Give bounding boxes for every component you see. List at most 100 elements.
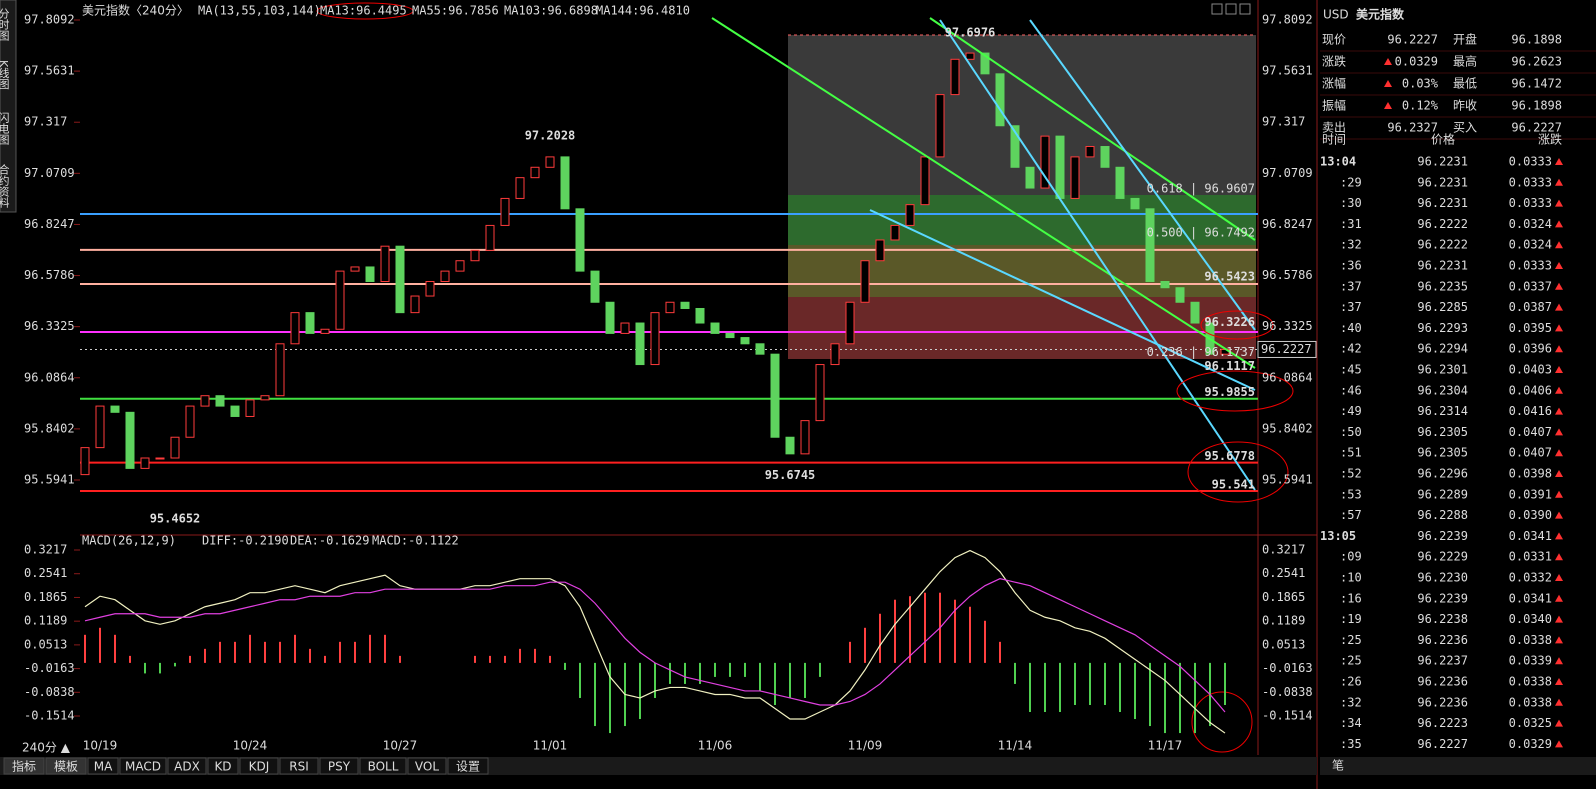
candle: [620, 322, 630, 334]
side-tab[interactable]: 闪电图: [0, 111, 10, 146]
highlight: [1200, 310, 1274, 340]
highlight: [316, 2, 414, 20]
candle: [590, 270, 600, 303]
tick-price: 96.2304: [1417, 383, 1468, 397]
corner-tab[interactable]: 笔: [1332, 758, 1344, 773]
candle: [1085, 146, 1095, 158]
tab[interactable]: [279, 757, 319, 775]
up-arrow: [1555, 407, 1563, 415]
tab[interactable]: [167, 757, 207, 775]
macd-tick-label: 0.0513: [1262, 637, 1305, 651]
tab[interactable]: [319, 757, 359, 775]
candle: [335, 270, 345, 330]
tick-time: :35: [1340, 737, 1362, 751]
y-tick-label: 97.5631: [1262, 64, 1313, 78]
candle: [680, 301, 690, 309]
candle: [545, 156, 555, 168]
tick-price: 96.2231: [1417, 196, 1468, 210]
window-button[interactable]: [1211, 3, 1223, 15]
up-arrow: [1555, 511, 1563, 519]
macd-tick-label: -0.0163: [24, 661, 75, 675]
candle: [830, 343, 840, 366]
candle: [1130, 197, 1140, 210]
side-tab[interactable]: K线图: [0, 60, 10, 90]
tab[interactable]: [87, 757, 119, 775]
tab-label[interactable]: 设置: [456, 760, 480, 774]
tick-price: 96.2236: [1417, 633, 1468, 647]
tick-time: :25: [1340, 633, 1362, 647]
tick-time: :37: [1340, 279, 1362, 293]
candle: [215, 395, 225, 407]
candle: [800, 420, 810, 455]
candle: [995, 73, 1005, 127]
tab-label[interactable]: BOLL: [368, 760, 399, 774]
y-tick-label: 95.5941: [24, 472, 75, 486]
tick-change: 0.0407: [1509, 425, 1552, 439]
up-arrow: [1555, 657, 1563, 665]
tick-change: 0.0387: [1509, 300, 1552, 314]
tick-change: 0.0333: [1509, 155, 1552, 169]
tab[interactable]: [359, 757, 407, 775]
candle: [1070, 156, 1080, 199]
tab-label[interactable]: KD: [214, 760, 231, 774]
macd-tick-label: 0.1865: [1262, 590, 1305, 604]
tab-label[interactable]: MACD: [125, 760, 161, 774]
macd-value: MACD:-0.1122: [372, 534, 459, 548]
period-button[interactable]: 240分 ▲: [22, 741, 71, 755]
macd-tick-label: 0.1865: [24, 590, 67, 604]
candle: [260, 395, 270, 401]
quote-value: 96.2227: [1511, 121, 1562, 135]
table-header: 时间: [1322, 133, 1346, 147]
quote-label: 现价: [1322, 33, 1346, 47]
up-arrow: [1555, 282, 1563, 290]
side-tab[interactable]: 合约资料: [0, 163, 10, 209]
candle: [200, 395, 210, 407]
candle: [1055, 135, 1065, 199]
tick-change: 0.0333: [1509, 175, 1552, 189]
tick-change: 0.0396: [1509, 342, 1552, 356]
tick-change: 0.0390: [1509, 508, 1552, 522]
window-button[interactable]: [1225, 3, 1237, 15]
fib-zone: [788, 297, 1256, 359]
candle: [515, 177, 525, 199]
up-arrow: [1555, 449, 1563, 457]
window-button[interactable]: [1239, 3, 1251, 15]
tab-label[interactable]: KDJ: [249, 760, 270, 774]
highlight: [1176, 370, 1294, 412]
tick-time: 13:04: [1320, 155, 1356, 169]
tab[interactable]: [447, 757, 489, 775]
tick-price: 96.2293: [1417, 321, 1468, 335]
candle: [80, 447, 90, 476]
tab-label[interactable]: 模板: [54, 760, 78, 774]
tab[interactable]: [239, 757, 279, 775]
tab[interactable]: [407, 757, 447, 775]
tab[interactable]: [3, 757, 45, 775]
y-tick-label: 97.8092: [1262, 13, 1313, 27]
up-arrow: [1555, 220, 1563, 228]
tab-label[interactable]: 指标: [12, 759, 36, 774]
tab-label[interactable]: ADX: [174, 760, 200, 774]
tab-label[interactable]: MA: [94, 760, 113, 774]
tick-change: 0.0338: [1509, 633, 1552, 647]
candle: [1160, 280, 1170, 289]
tab[interactable]: [45, 757, 87, 775]
up-arrow: [1555, 615, 1563, 623]
y-tick-label: 97.317: [24, 115, 67, 129]
candle: [1115, 166, 1125, 199]
y-tick-label: 96.8247: [1262, 217, 1313, 231]
tab-label[interactable]: PSY: [328, 760, 351, 774]
candle: [575, 208, 585, 272]
y-tick-label: 96.3325: [24, 319, 75, 333]
candle: [950, 58, 960, 96]
candle: [635, 322, 645, 366]
tab-label[interactable]: RSI: [289, 760, 309, 774]
tab[interactable]: [119, 757, 167, 775]
tab-label[interactable]: VOL: [415, 760, 439, 774]
tick-change: 0.0398: [1509, 467, 1552, 481]
tick-time: 13:05: [1320, 529, 1356, 543]
price-annotation: 97.6976: [945, 26, 996, 40]
tab[interactable]: [207, 757, 239, 775]
trend-line: [869, 209, 1256, 391]
side-tab[interactable]: 分时图: [0, 8, 10, 42]
tick-price: 96.2236: [1417, 695, 1468, 709]
